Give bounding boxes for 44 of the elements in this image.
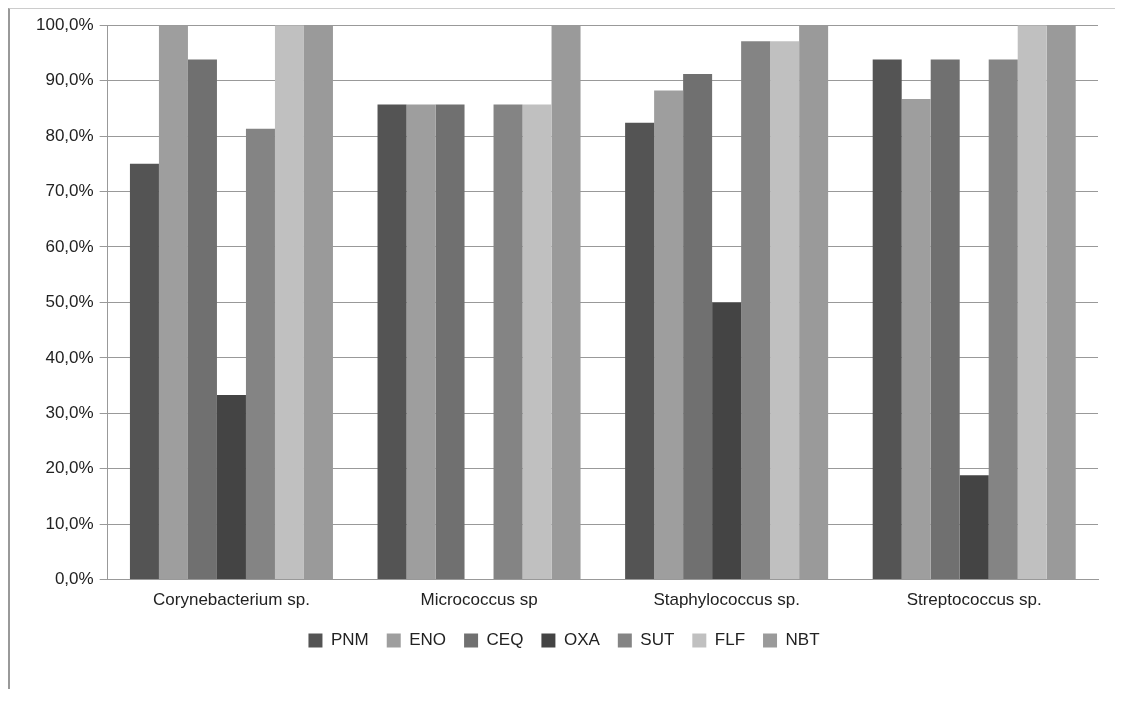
y-tick-label: 20,0%: [45, 458, 94, 478]
bar: [216, 394, 246, 580]
bar: [377, 104, 407, 580]
x-tick-label: Corynebacterium sp.: [153, 590, 310, 610]
bar: [493, 104, 523, 580]
legend-label: CEQ: [486, 630, 524, 650]
bar: [435, 104, 465, 580]
legend-label: FLF: [714, 630, 746, 650]
bar: [988, 59, 1018, 580]
bar: [406, 104, 436, 580]
bar: [872, 59, 902, 580]
bar: [770, 41, 800, 580]
y-tick-label: 10,0%: [45, 513, 94, 533]
legend-label: PNM: [330, 630, 369, 650]
y-tick-label: 40,0%: [45, 347, 94, 367]
bar: [901, 98, 931, 580]
x-tick-label: Micrococcus sp: [420, 590, 538, 610]
bar: [522, 104, 552, 580]
bar: [187, 59, 217, 580]
bar: [1017, 25, 1047, 580]
bar: [712, 302, 742, 580]
y-tick-label: 80,0%: [45, 125, 94, 145]
bar: [129, 163, 159, 580]
y-tick-label: 60,0%: [45, 236, 94, 256]
legend-label: NBT: [785, 630, 820, 650]
bar: [274, 25, 304, 580]
bar: [741, 41, 771, 580]
legend-label: ENO: [409, 630, 447, 650]
bar: [683, 73, 713, 580]
x-tick-label: Staphylococcus sp.: [653, 590, 800, 610]
bar: [245, 128, 275, 580]
bar: [625, 122, 655, 580]
legend-label: SUT: [640, 630, 675, 650]
y-tick-label: 50,0%: [45, 292, 94, 312]
x-tick-label: Streptococcus sp.: [906, 590, 1042, 610]
y-tick-label: 70,0%: [45, 181, 94, 201]
bar: [654, 90, 684, 580]
y-tick-label: 100,0%: [35, 14, 94, 34]
y-tick-label: 90,0%: [45, 70, 94, 90]
y-tick-label: 0,0%: [54, 569, 94, 589]
y-tick-label: 30,0%: [45, 402, 94, 422]
bar: [930, 59, 960, 580]
bar: [959, 475, 989, 580]
legend-label: OXA: [563, 630, 601, 650]
